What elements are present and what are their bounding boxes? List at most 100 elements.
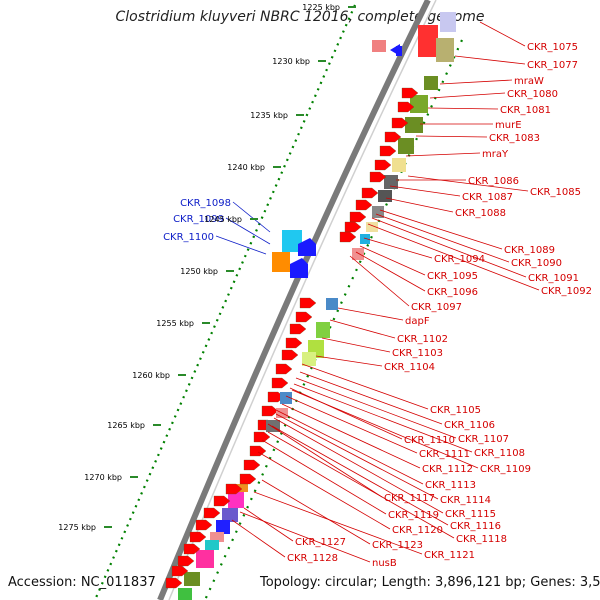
leader-line [389,185,461,197]
leader-line [231,519,286,558]
gene-label-right[interactable]: murE [495,120,522,131]
gene-label-right[interactable]: CKR_1085 [530,187,581,198]
gene-label-right[interactable]: CKR_1113 [425,480,476,491]
reverse-gene-block [396,46,402,56]
gene-label-right[interactable]: CKR_1083 [489,133,540,144]
forward-gene-arrow [374,159,392,171]
tick-label: 1245 kbp [204,215,242,224]
label-leader-lines [215,21,540,563]
gene-label-right[interactable]: CKR_1120 [392,525,443,536]
feature-block [228,492,244,508]
gene-label-right[interactable]: CKR_1090 [511,258,562,269]
leader-line [321,337,391,353]
leader-line [281,403,421,469]
leader-line [367,223,540,291]
gene-label-right[interactable]: CKR_1104 [384,362,435,373]
feature-block [384,175,398,189]
gene-label-right[interactable]: CKR_1096 [427,287,478,298]
tick-label: 1265 kbp [107,421,145,430]
gene-label-right[interactable]: CKR_1110 [404,435,455,446]
feature-track [165,12,456,600]
leader-line [359,245,426,276]
gene-label-right[interactable]: CKR_1123 [372,540,423,551]
feature-block [316,322,330,338]
gene-label-left[interactable]: CKR_1100 [163,232,214,243]
gene-label-right[interactable]: CKR_1102 [397,334,448,345]
gene-label-right[interactable]: CKR_1114 [440,495,491,506]
gene-label-right[interactable]: CKR_1108 [474,448,525,459]
feature-block [424,76,438,90]
gene-label-right[interactable]: CKR_1092 [541,286,592,297]
leader-line [215,235,267,255]
left-gene-block [272,252,290,272]
leader-line [349,255,410,307]
gene-label-right[interactable]: CKR_1107 [458,434,509,445]
gene-label-right[interactable]: CKR_1118 [456,534,507,545]
gene-label-right[interactable]: CKR_1088 [455,208,506,219]
gene-labels[interactable]: CKR_1098 CKR_1099 CKR_1100 CKR_1075 CKR_1077… [163,42,592,569]
forward-gene-arrow [299,297,317,309]
leader-line [225,217,271,245]
gene-label-right[interactable]: CKR_1117 [384,493,435,504]
feature-block [216,520,230,534]
forward-gene-arrow [349,211,367,223]
feature-block [372,40,386,52]
forward-gene-arrow [281,349,299,361]
gene-label-right[interactable]: mraY [482,149,509,160]
gene-label-right[interactable]: CKR_1109 [480,464,531,475]
gene-label-right[interactable]: CKR_1105 [430,405,481,416]
gene-label-right[interactable]: CKR_1121 [424,550,475,561]
leader-line [253,491,423,555]
forward-gene-arrow [189,531,207,543]
feature-block [366,222,378,232]
gene-label-left[interactable]: CKR_1098 [180,198,231,209]
gene-label-right[interactable]: nusB [372,558,397,569]
leader-line [379,209,503,250]
gene-label-right[interactable]: CKR_1080 [507,89,558,100]
tick-label: 1255 kbp [156,319,194,328]
gene-label-right[interactable]: CKR_1095 [427,271,478,282]
forward-gene-arrow [361,187,379,199]
gene-label-right[interactable]: CKR_1086 [468,176,519,187]
gene-label-right[interactable]: CKR_1111 [419,449,470,460]
leader-line [329,319,396,339]
reverse-gene-arrow [298,238,316,256]
gene-label-right[interactable]: CKR_1115 [445,509,496,520]
feature-block [405,117,423,133]
gene-label-right[interactable]: CKR_1119 [388,510,439,521]
forward-gene-arrow [355,199,373,211]
gene-label-right[interactable]: CKR_1087 [462,192,513,203]
forward-gene-arrow [275,363,293,375]
backbone-track [157,0,437,600]
leader-line [267,431,455,539]
gene-label-right[interactable]: mraW [514,76,544,87]
forward-gene-arrow [239,473,257,485]
gene-label-right[interactable]: CKR_1097 [411,302,462,313]
gene-label-left[interactable]: CKR_1099 [173,214,224,225]
gene-label-right[interactable]: dapF [405,316,430,327]
forward-gene-arrow [391,117,409,129]
gene-label-right[interactable]: CKR_1091 [528,273,579,284]
gene-label-right[interactable]: CKR_1094 [434,254,485,265]
leader-line [271,425,449,526]
gene-label-right[interactable]: CKR_1089 [504,245,555,256]
gene-label-right[interactable]: CKR_1103 [392,348,443,359]
gene-label-right[interactable]: CKR_1127 [295,537,346,548]
forward-gene-arrow [253,431,271,443]
rna-gene-block [440,12,456,32]
tick-label: 1260 kbp [132,371,170,380]
gene-label-right[interactable]: CKR_1077 [527,60,578,71]
gene-label-right[interactable]: CKR_1081 [500,105,551,116]
gene-label-right[interactable]: CKR_1075 [527,42,578,53]
leader-line [273,417,444,514]
gene-label-right[interactable]: CKR_1116 [450,521,501,532]
forward-gene-arrow [289,323,307,335]
leader-line [232,201,271,233]
gene-label-right[interactable]: CKR_1128 [287,553,338,564]
leader-line [239,511,371,563]
forward-gene-arrow [379,145,397,157]
tick-label: 1240 kbp [227,163,265,172]
gene-label-right[interactable]: CKR_1112 [422,464,473,475]
gene-label-right[interactable]: CKR_1106 [444,420,495,431]
